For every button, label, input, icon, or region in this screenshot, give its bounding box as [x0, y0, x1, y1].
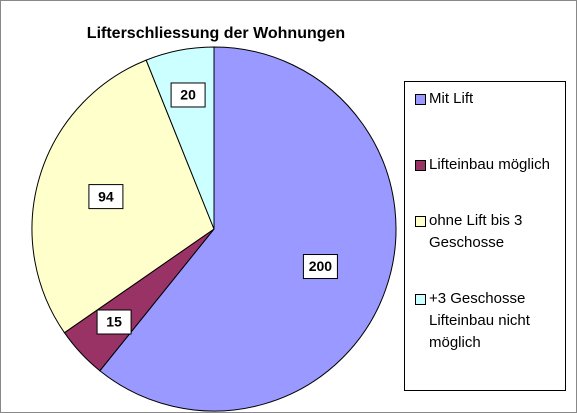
data-label-box	[302, 254, 338, 280]
legend-item: Lifteinbau möglich	[415, 154, 559, 176]
legend-item: +3 Geschosse Lifteinbau nicht möglich	[415, 288, 559, 354]
legend-item: ohne Lift bis 3 Geschosse	[415, 210, 559, 254]
legend-label: Mit Lift	[429, 90, 474, 107]
legend-swatch	[415, 216, 426, 227]
legend-swatch	[415, 160, 426, 171]
data-label: 15	[106, 314, 122, 330]
chart-title: Lifterschliessung der Wohnungen	[87, 25, 345, 42]
data-label-box	[88, 184, 124, 210]
data-label: 200	[309, 258, 333, 274]
data-label: 94	[98, 188, 114, 204]
legend-item: Mit Lift	[415, 88, 559, 110]
data-label-box	[170, 82, 206, 108]
legend-label: ohne Lift bis 3 Geschosse	[429, 212, 523, 251]
pie-slice	[99, 46, 397, 412]
data-label-box	[96, 309, 132, 335]
data-label: 20	[180, 87, 196, 103]
legend-swatch	[415, 94, 426, 105]
legend-label: +3 Geschosse Lifteinbau nicht möglich	[429, 290, 530, 351]
legend-swatch	[415, 294, 426, 305]
legend-label: Lifteinbau möglich	[429, 156, 550, 173]
legend: Mit Lift Lifteinbau möglich ohne Lift bis …	[404, 81, 566, 391]
